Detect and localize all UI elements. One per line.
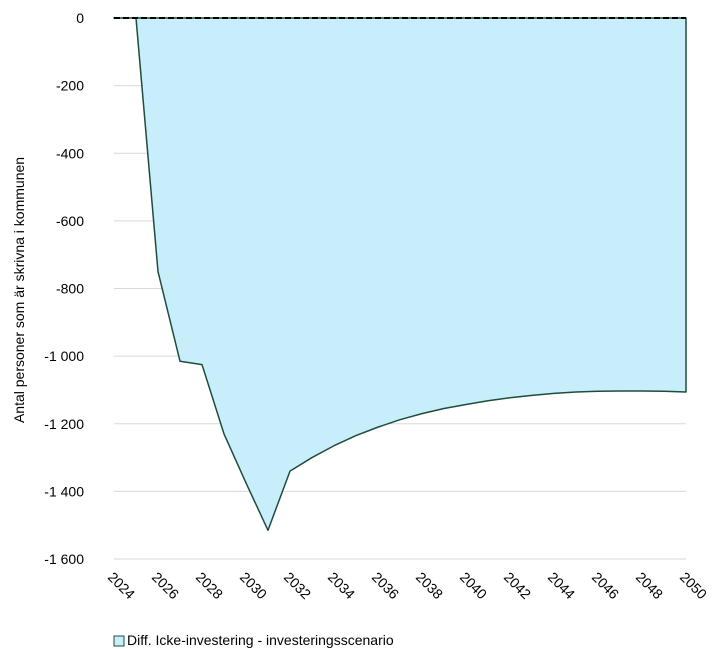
area-series: [113, 17, 687, 532]
x-tick-label: 2042: [501, 569, 534, 602]
y-axis: 0 -200 -400 -600 -800 -1 000 -1 200 -1 400 -1 60…: [44, 10, 84, 567]
legend-swatch: [113, 635, 125, 647]
x-tick-label: 2030: [237, 569, 270, 602]
x-tick-label: 2050: [677, 569, 710, 602]
y-tick-label: -1 000: [44, 348, 84, 364]
x-tick-label: 2028: [193, 569, 226, 602]
y-tick-label: -800: [56, 281, 84, 297]
y-axis-title: Antal personer som är skrivna i kommunen: [11, 157, 27, 423]
x-tick-label: 2044: [545, 569, 578, 602]
legend-label: Diff. Icke-investering - investeringssce…: [127, 632, 394, 648]
y-tick-label: -600: [56, 213, 84, 229]
x-tick-label: 2036: [369, 569, 402, 602]
x-tick-label: 2032: [281, 569, 314, 602]
x-tick-label: 2040: [457, 569, 490, 602]
x-tick-label: 2046: [589, 569, 622, 602]
plot-area: [113, 17, 687, 532]
x-tick-label: 2026: [149, 569, 182, 602]
x-axis: 2024 2026 2028 2030 2032 2034 2036 2038 2040 2042…: [105, 569, 710, 602]
y-tick-label: -1 200: [44, 416, 84, 432]
y-tick-label: -1 600: [44, 551, 84, 567]
y-tick-label: -1 400: [44, 483, 84, 499]
x-tick-label: 2024: [105, 569, 138, 602]
y-tick-label: 0: [76, 10, 84, 26]
y-tick-label: -200: [56, 78, 84, 94]
legend: Diff. Icke-investering - investeringssce…: [113, 632, 394, 648]
x-tick-label: 2048: [633, 569, 666, 602]
x-tick-label: 2038: [413, 569, 446, 602]
x-tick-label: 2034: [325, 569, 358, 602]
y-tick-label: -400: [56, 145, 84, 161]
